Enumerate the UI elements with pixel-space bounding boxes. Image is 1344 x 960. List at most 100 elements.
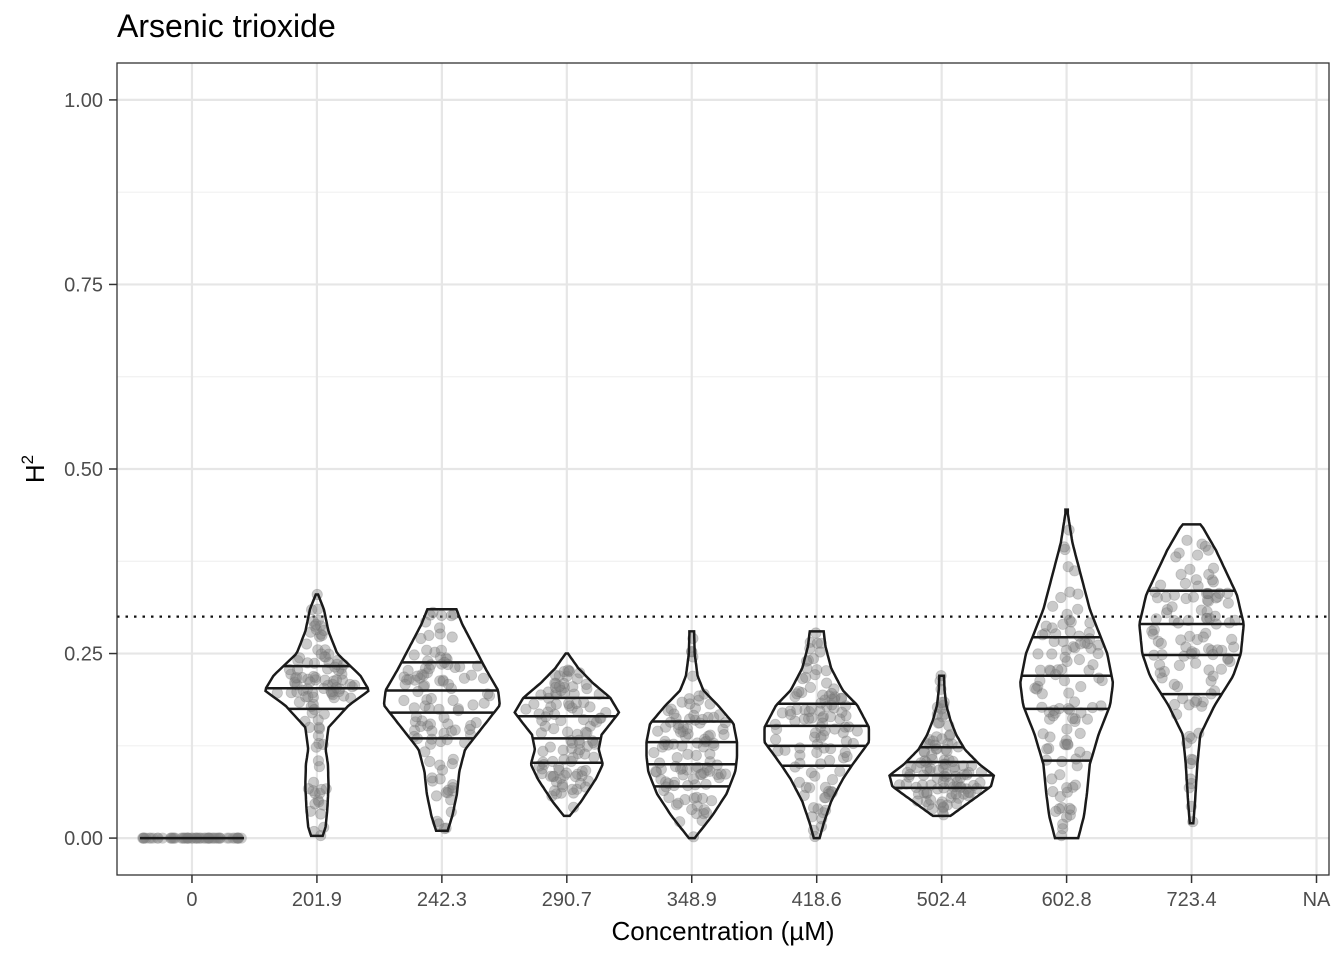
data-point [558,681,571,694]
data-point [554,773,567,785]
data-point [1222,597,1234,609]
data-point [823,690,835,702]
data-point [447,753,459,765]
data-point [698,804,710,816]
data-point [580,764,592,777]
data-point [691,800,703,812]
data-point [1069,779,1082,791]
data-point [704,765,716,777]
data-point [315,648,327,660]
data-point [550,677,562,690]
data-point [302,690,314,703]
data-point [687,773,700,785]
data-point [579,748,591,760]
data-point [549,677,561,689]
data-point [962,790,974,802]
data-point [424,755,436,768]
data-point [811,664,823,676]
x-tick-label: 723.4 [1167,889,1217,911]
data-point [826,699,838,711]
data-point [650,765,662,778]
data-point [1044,713,1056,725]
data-point [653,757,666,769]
data-point [1199,540,1212,552]
data-point [950,798,963,810]
data-point [1065,804,1077,816]
data-point [718,728,730,741]
data-point [1086,701,1099,714]
data-point [817,729,830,741]
data-point [398,694,410,707]
data-point [314,620,327,632]
data-point [550,776,563,788]
data-point [408,724,421,736]
data-point [576,770,588,782]
data-point [1181,534,1193,546]
data-point [1057,818,1069,830]
data-point [677,769,689,781]
data-point [1072,603,1084,615]
data-point [421,694,433,706]
data-point [1075,680,1087,693]
data-point [563,700,576,712]
data-point [803,705,815,718]
data-point [416,715,428,727]
data-point [465,719,477,732]
data-point [814,705,826,717]
data-point [815,731,827,744]
data-point [550,788,563,800]
data-point [423,663,435,675]
data-point [1175,568,1187,581]
data-point [549,681,562,694]
data-point [562,664,574,676]
data-point [426,772,438,784]
data-point [791,688,803,700]
data-point [693,690,705,702]
data-point [588,751,600,763]
data-point [1169,698,1181,711]
data-point [829,691,841,703]
data-point [1197,696,1209,708]
data-point [313,796,325,808]
data-point [700,807,713,819]
data-point [784,705,796,717]
data-point [804,681,817,694]
data-point [1196,538,1208,550]
data-point [1203,664,1215,676]
data-point [544,770,557,782]
data-point [566,783,578,796]
data-point [319,674,331,686]
data-point [923,799,935,811]
data-point [1203,568,1215,581]
data-point [1201,605,1213,618]
data-point [310,741,322,753]
data-point [776,707,789,719]
data-point [548,785,561,797]
data-point [550,698,562,710]
data-point [1057,823,1069,835]
data-point [692,694,705,706]
x-tick-label: 0 [186,889,197,911]
data-point [796,686,808,699]
data-point [440,786,452,798]
data-point [717,723,729,735]
data-point [312,794,324,806]
data-point [936,806,949,818]
y-axis-title-main: H [20,464,50,483]
data-point [569,770,582,783]
data-point [330,674,343,686]
data-point [704,748,716,760]
data-point [682,748,694,760]
data-point [1195,604,1208,616]
data-point [421,667,433,679]
data-point [937,802,949,814]
data-point [1064,809,1076,821]
data-point [1156,672,1168,684]
data-point [1071,760,1083,772]
data-point [401,674,413,686]
data-point [684,698,696,710]
data-point [571,768,584,780]
data-point [713,772,725,784]
data-point [826,687,838,700]
data-point [800,781,812,794]
